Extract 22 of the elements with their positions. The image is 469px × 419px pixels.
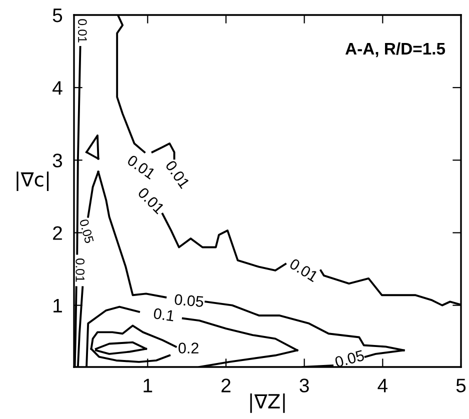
y-tick-label: 1 [54, 298, 62, 312]
y-tick-label: 5 [52, 8, 62, 22]
y-tick-label: 4 [52, 81, 62, 95]
annotation: A-A, R/D=1.5 [345, 42, 446, 58]
annotation: 0.01 [288, 258, 319, 282]
annotation: 0.01 [78, 19, 87, 42]
x-tick-label: 4 [378, 378, 388, 392]
x-tick-label: 1 [144, 378, 152, 392]
x-axis-title: |∇Z| [250, 393, 285, 413]
y-axis-title: |∇c| [16, 172, 49, 191]
annotation: 0.1 [153, 308, 174, 322]
y-tick-label: 3 [52, 154, 62, 168]
annotation: 0.2 [178, 342, 198, 354]
annotation: 0.05 [174, 294, 204, 308]
annotation: 0.01 [76, 258, 85, 282]
annotation: 0.05 [79, 218, 94, 244]
x-tick-label: 5 [456, 378, 466, 392]
x-tick-label: 2 [222, 378, 230, 392]
x-tick-label: 3 [300, 378, 309, 392]
annotation: 0.01 [126, 154, 156, 180]
annotation: 0.05 [334, 350, 365, 368]
y-tick-label: 2 [53, 226, 62, 240]
